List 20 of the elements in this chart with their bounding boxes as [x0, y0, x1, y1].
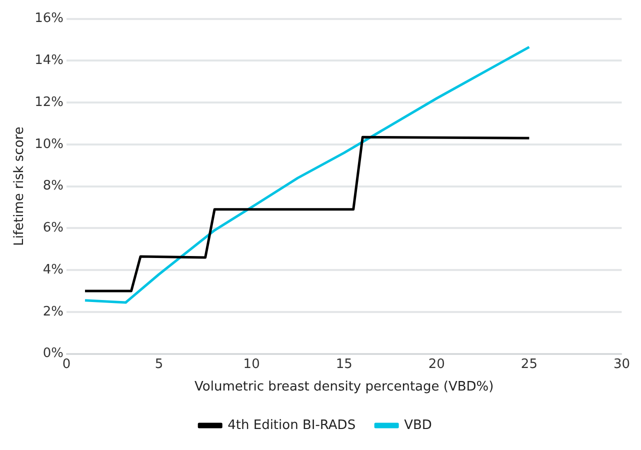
- y-tick-label: 2%: [42, 304, 64, 320]
- x-tick-label: 25: [520, 356, 538, 372]
- y-tick-label: 6%: [42, 220, 64, 236]
- x-axis-title: Volumetric breast density percentage (VBD%): [194, 380, 494, 395]
- y-tick-label: 0%: [42, 346, 64, 362]
- y-tick-label: 12%: [34, 94, 64, 110]
- x-tick-label: 15: [336, 356, 352, 372]
- y-tick-label: 16%: [34, 11, 64, 26]
- y-tick-label: 8%: [42, 178, 64, 194]
- legend-label: 4th Edition BI-RADS: [228, 418, 356, 433]
- x-tick-label: 30: [613, 356, 630, 372]
- y-axis-title: Lifetime risk score: [12, 126, 28, 246]
- y-tick-label: 10%: [34, 136, 64, 152]
- x-tick-label: 20: [428, 356, 445, 372]
- x-tick-label: 0: [62, 356, 71, 372]
- legend-label: VBD: [404, 418, 432, 433]
- x-tick-label: 5: [154, 356, 164, 372]
- y-tick-label: 4%: [42, 262, 64, 278]
- y-tick-label: 14%: [34, 53, 64, 68]
- x-tick-label: 10: [243, 356, 260, 372]
